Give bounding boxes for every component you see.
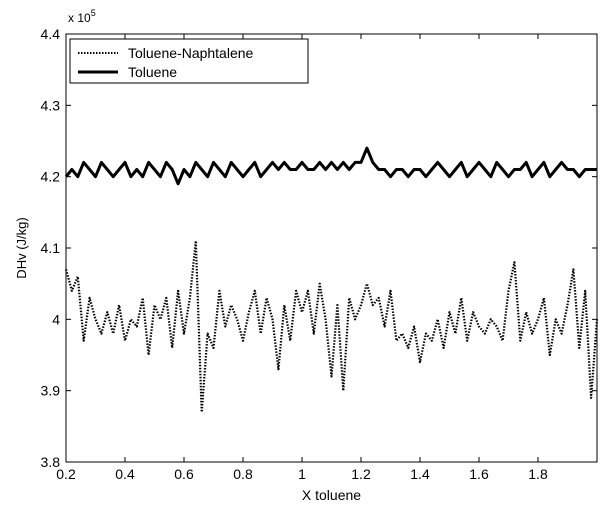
- x-tick-label: 0.8: [233, 466, 253, 482]
- y-tick-label: 4.1: [41, 240, 61, 256]
- y-axis-label: DHv (J/kg): [14, 217, 29, 278]
- y-tick-label: 4.4: [41, 26, 61, 42]
- legend: Toluene-Naphtalene Toluene: [69, 38, 309, 84]
- plot-area: [64, 146, 599, 414]
- x-tick-label: 0.2: [56, 466, 76, 482]
- x-tick-label: 1.6: [469, 466, 489, 482]
- y-exponent-power: 5: [91, 8, 96, 18]
- x-tick-label: 1.2: [351, 466, 371, 482]
- y-tick-label: 3.9: [41, 383, 61, 399]
- series-line-toluene: [64, 146, 597, 186]
- y-tick-label: 4.2: [41, 169, 61, 185]
- legend-label-toluene: Toluene: [128, 64, 177, 80]
- x-tick-label: 0.4: [115, 466, 135, 482]
- y-tick-label: 3.8: [41, 454, 61, 470]
- axis-ticks: 0.2 0.4 0.6 0.8 1 1.2 1.4 1.6 1.8 3.8 3.9 4 4.1 4.2 4.…: [41, 26, 597, 482]
- x-tick-label: 1: [298, 466, 306, 482]
- x-tick-label: 1.8: [528, 466, 548, 482]
- y-tick-label: 4.3: [41, 97, 61, 113]
- x-tick-label: 1.4: [410, 466, 430, 482]
- y-exponent-base: x 10: [68, 11, 91, 25]
- series-line-toluene-naphtalene: [64, 239, 599, 414]
- legend-box: [69, 38, 309, 84]
- x-tick-label: 0.6: [174, 466, 194, 482]
- legend-label-toluene-naphtalene: Toluene-Naphtalene: [128, 45, 254, 61]
- x-axis-label: X toluene: [302, 487, 361, 503]
- y-tick-label: 4: [52, 311, 60, 327]
- y-exponent-label: x 105: [68, 8, 96, 25]
